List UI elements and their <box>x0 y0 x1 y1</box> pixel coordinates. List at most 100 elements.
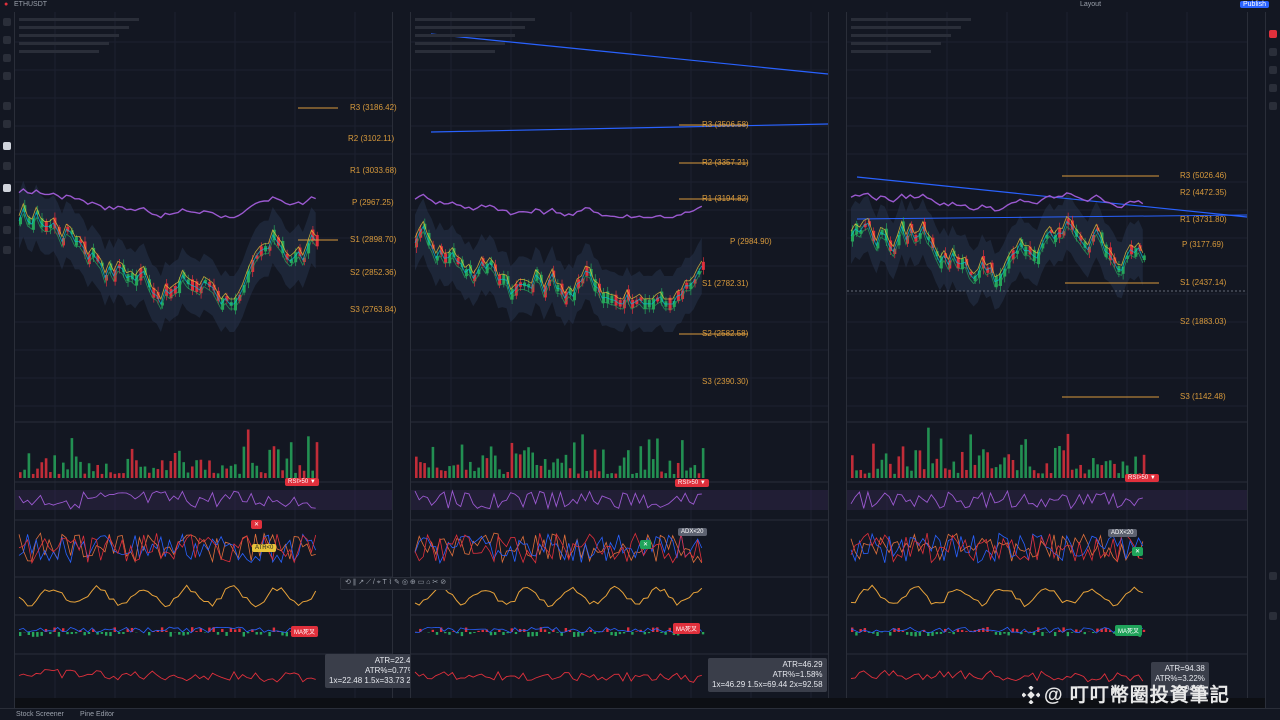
watermark-text: @ 叮叮幣圈投資筆記 <box>1044 685 1230 706</box>
macd-bar <box>935 632 938 635</box>
macd-bar <box>960 630 964 632</box>
trash-icon[interactable] <box>3 246 11 254</box>
price-axis[interactable] <box>392 12 410 698</box>
floating-drawing-toolbar[interactable]: ⟲ ∥ ↗ ⟋ / ⌖ T ⌇ ✎ ◎ ⊕ ▭ ⌂ ✂ ⊘ <box>340 577 452 590</box>
notification-icon[interactable] <box>1269 572 1277 580</box>
chart-panel-3[interactable]: R3 (5026.46) R2 (4472.35) R1 (3731.80) P (3… <box>847 12 1266 698</box>
indicator-legend[interactable] <box>851 34 951 37</box>
brush-icon[interactable] <box>3 102 11 110</box>
macd-bar <box>514 632 518 635</box>
macd-bar <box>656 627 659 632</box>
text-icon[interactable] <box>3 120 11 128</box>
volume-bar <box>647 439 651 478</box>
macd-bar <box>855 632 858 636</box>
macd-bar <box>1041 632 1044 636</box>
indicator-legend[interactable] <box>415 50 495 53</box>
volume-bar <box>469 461 472 478</box>
magnet-icon[interactable] <box>3 184 11 192</box>
tab-stock-screener[interactable]: Stock Screener <box>16 711 64 718</box>
zoom-icon[interactable] <box>3 162 11 170</box>
macd-bar <box>62 628 65 632</box>
trendline-icon[interactable] <box>3 36 11 44</box>
dmi-line <box>18 532 317 564</box>
volume-bar <box>419 462 422 478</box>
volume-bar <box>589 470 593 478</box>
indicator-legend[interactable] <box>851 42 941 45</box>
indicator-legend[interactable] <box>19 42 109 45</box>
volume-bar <box>423 463 426 478</box>
chart-canvas[interactable] <box>847 12 1265 698</box>
chat-icon[interactable] <box>1269 84 1277 92</box>
symbol-search[interactable]: ETHUSDT <box>14 1 48 8</box>
candle <box>469 265 473 274</box>
indicator-legend[interactable] <box>19 34 119 37</box>
alert-icon[interactable] <box>1269 30 1277 38</box>
volume-bar <box>31 473 35 478</box>
indicator-legend[interactable] <box>851 26 961 29</box>
indicator-legend[interactable] <box>415 42 505 45</box>
macd-bar <box>893 628 896 632</box>
candle <box>186 279 190 285</box>
volume-bar <box>948 469 951 478</box>
candle <box>105 275 108 281</box>
dmi-line <box>414 532 703 564</box>
candle <box>935 251 939 257</box>
candle <box>70 230 74 235</box>
indicator-legend[interactable] <box>19 50 99 53</box>
pattern-icon[interactable] <box>3 72 11 80</box>
indicator-legend[interactable] <box>415 18 535 21</box>
macd-bar <box>581 632 584 636</box>
volume-bar <box>610 473 613 478</box>
volume-bar <box>1079 464 1082 478</box>
price-axis[interactable] <box>828 12 846 698</box>
volume-bar <box>606 473 609 478</box>
price-axis[interactable] <box>1247 12 1265 698</box>
chart-panel-2[interactable]: R3 (3506.58) R2 (3357.21) R1 (3194.82) P (2… <box>411 12 847 698</box>
macd-bar <box>268 632 271 637</box>
indicator-legend[interactable] <box>19 18 139 21</box>
eye-icon[interactable] <box>3 226 11 234</box>
candle <box>298 247 302 257</box>
chart-canvas[interactable] <box>15 12 410 698</box>
lock-icon[interactable] <box>3 206 11 214</box>
candle <box>460 259 464 268</box>
chart-canvas[interactable] <box>411 12 846 698</box>
indicator-legend[interactable] <box>851 50 931 53</box>
candle <box>122 264 126 273</box>
candle <box>1015 250 1019 254</box>
indicator-legend[interactable] <box>851 18 971 21</box>
volume-bar <box>531 452 534 478</box>
layout-button[interactable]: Layout <box>1080 1 1102 8</box>
help-icon[interactable] <box>1269 612 1277 620</box>
indicator-legend[interactable] <box>415 34 515 37</box>
volume-bar <box>272 446 276 478</box>
ideas-icon[interactable] <box>1269 102 1277 110</box>
volume-bar <box>57 473 61 478</box>
candle <box>973 275 977 282</box>
fib-icon[interactable] <box>3 54 11 62</box>
macd-bar <box>242 632 245 637</box>
measure-icon[interactable] <box>3 142 11 150</box>
macd-bar <box>901 631 905 632</box>
crosshair-icon[interactable] <box>3 18 11 26</box>
macd-bar <box>199 628 202 632</box>
logo-icon[interactable]: ● <box>4 1 9 8</box>
indicator-legend[interactable] <box>19 26 129 29</box>
macd-bar <box>444 632 447 634</box>
volume-bar <box>664 473 668 478</box>
watchlist-icon[interactable] <box>1269 48 1277 56</box>
macd-bar <box>148 632 151 636</box>
ma-ribbon <box>850 215 1144 278</box>
publish-button[interactable]: Publish <box>1240 1 1269 8</box>
indicator-legend[interactable] <box>415 26 525 29</box>
calendar-icon[interactable] <box>1269 66 1277 74</box>
macd-bar <box>1020 632 1023 635</box>
tab-pine-editor[interactable]: Pine Editor <box>80 711 115 718</box>
oscillator-line <box>18 584 317 608</box>
chart-panel-1[interactable]: R3 (3186.42) R2 (3102.11) R1 (3033.68) P (2… <box>15 12 411 698</box>
volume-bar <box>242 446 246 478</box>
volume-bar <box>701 448 705 478</box>
candle <box>212 284 216 291</box>
volume-bar <box>635 472 638 478</box>
volume-bar <box>969 434 972 478</box>
